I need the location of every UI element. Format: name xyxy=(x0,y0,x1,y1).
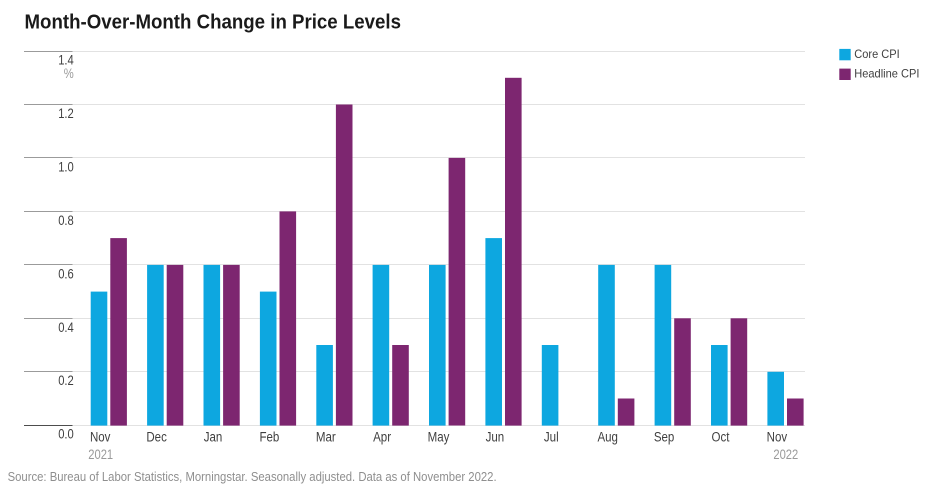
svg-text:2022: 2022 xyxy=(773,447,798,462)
svg-text:Dec: Dec xyxy=(146,430,167,445)
svg-text:Nov: Nov xyxy=(767,430,788,445)
svg-text:Oct: Oct xyxy=(712,430,730,445)
svg-text:%: % xyxy=(64,66,74,81)
svg-text:Mar: Mar xyxy=(316,430,336,445)
svg-text:Apr: Apr xyxy=(373,430,391,445)
svg-text:Core CPI: Core CPI xyxy=(854,47,899,61)
svg-text:Aug: Aug xyxy=(597,430,618,445)
svg-text:May: May xyxy=(428,430,450,445)
svg-text:Jan: Jan xyxy=(204,430,223,445)
svg-text:Jul: Jul xyxy=(544,430,559,445)
svg-text:Month-Over-Month Change in Pri: Month-Over-Month Change in Price Levels xyxy=(25,11,402,34)
svg-text:Source: Bureau of Labor Statis: Source: Bureau of Labor Statistics, Morn… xyxy=(8,469,497,484)
svg-text:0.8: 0.8 xyxy=(58,213,74,228)
svg-text:0.2: 0.2 xyxy=(58,373,74,388)
svg-text:0.0: 0.0 xyxy=(58,427,74,442)
svg-text:Sep: Sep xyxy=(654,430,675,445)
svg-text:2021: 2021 xyxy=(88,447,113,462)
svg-text:1.4: 1.4 xyxy=(58,53,74,68)
svg-text:0.6: 0.6 xyxy=(58,266,74,281)
svg-text:1.0: 1.0 xyxy=(58,159,74,174)
svg-text:0.4: 0.4 xyxy=(58,320,74,335)
svg-text:Feb: Feb xyxy=(259,430,279,445)
svg-text:Jun: Jun xyxy=(486,430,505,445)
svg-text:Headline CPI: Headline CPI xyxy=(854,67,919,81)
svg-text:1.2: 1.2 xyxy=(58,106,74,121)
svg-text:Nov: Nov xyxy=(90,430,111,445)
